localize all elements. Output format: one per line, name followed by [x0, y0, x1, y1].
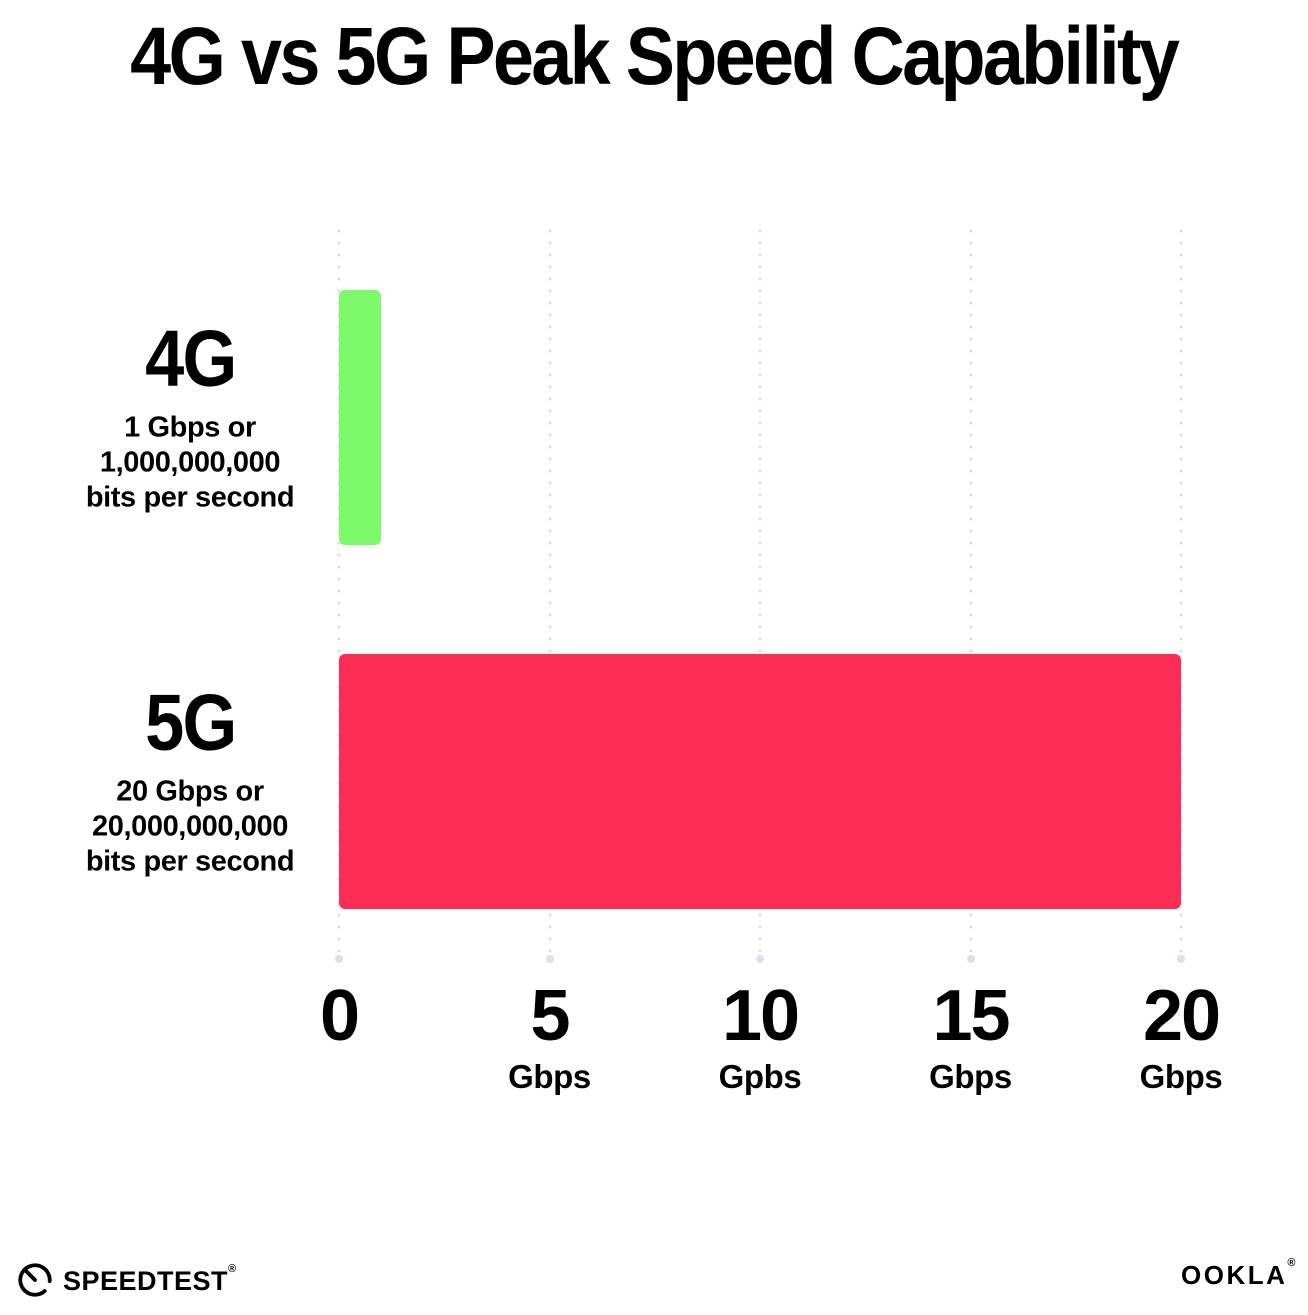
bar-5G [339, 653, 1181, 909]
page-title: 4G vs 5G Peak Speed Capability [0, 10, 1308, 104]
x-axis: 0 5 Gbps 10 Gpbs 15 Gbps 20 Gbps [320, 980, 1223, 1110]
ookla-wordmark: OOKLA® [1181, 1257, 1298, 1290]
category-sublabel-line: 1 Gbps or [124, 411, 256, 444]
category-sublabel: 20 Gbps or 20,000,000,000 bits per second [40, 775, 340, 880]
x-tick-unit: Gbps [929, 1058, 1012, 1095]
x-tick-value: 20 [1142, 976, 1221, 1056]
gridline-20 [1179, 225, 1183, 953]
gridline-5 [547, 225, 552, 953]
gridline-15 [968, 225, 973, 953]
plot-area [337, 225, 1183, 953]
speedtest-wordmark-text: SPEEDTEST [63, 1266, 229, 1296]
x-tick-unit: Gpbs [718, 1058, 802, 1095]
category-sublabel: 1 Gbps or 1,000,000,000 bits per second [40, 411, 340, 516]
category-label: 4G [40, 313, 340, 403]
category-label-text: 4G [144, 313, 237, 403]
x-tick-value: 5 [530, 976, 570, 1056]
category-sublabel-line: 20,000,000,000 [92, 810, 288, 843]
category-label-text: 5G [144, 677, 237, 767]
row-labels-column: 4G 1 Gbps or 1,000,000,000 bits per second 5… [40, 225, 340, 953]
bar-4G [339, 289, 382, 545]
x-tick-value: 0 [319, 976, 360, 1056]
x-tick-unit: Gbps [1139, 1058, 1223, 1095]
category-sublabel-line: 1,000,000,000 [99, 446, 281, 479]
x-tick-20: 20 Gbps [1140, 980, 1223, 1096]
x-tick-unit: Gbps [508, 1058, 591, 1095]
ookla-logo: OOKLA® [1181, 1257, 1298, 1291]
category-sublabel-line: bits per second [85, 481, 295, 514]
category-sublabel-line: 20 Gbps or [116, 775, 264, 808]
x-tick-0: 0 [319, 976, 360, 1056]
speedtest-wordmark: SPEEDTEST® [63, 1263, 237, 1297]
x-tick-10: 10 Gpbs [719, 980, 802, 1096]
speedtest-logo: SPEEDTEST® [16, 1261, 237, 1299]
speedtest-gauge-icon [18, 1263, 52, 1297]
ookla-wordmark-text: OOKLA [1181, 1260, 1288, 1290]
row-label-4G: 4G 1 Gbps or 1,000,000,000 bits per second [40, 313, 340, 516]
category-label: 5G [40, 677, 340, 767]
ookla-trademark: ® [1287, 1257, 1298, 1269]
chart-title-text: 4G vs 5G Peak Speed Capability [130, 11, 1180, 102]
x-tick-value: 10 [721, 976, 800, 1056]
x-tick-value: 15 [932, 976, 1010, 1056]
row-label-5G: 5G 20 Gbps or 20,000,000,000 bits per secon… [40, 677, 340, 880]
category-sublabel-line: bits per second [85, 845, 295, 878]
gridline-0 [337, 225, 341, 953]
x-tick-15: 15 Gbps [929, 980, 1012, 1096]
speedtest-trademark: ® [228, 1263, 237, 1275]
x-tick-5: 5 Gbps [508, 980, 591, 1096]
gridline-10 [758, 225, 762, 953]
